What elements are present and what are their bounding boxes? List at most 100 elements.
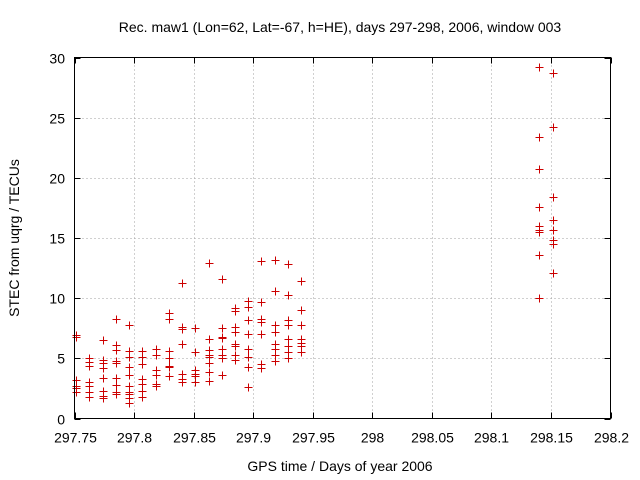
data-point — [165, 347, 174, 356]
data-point — [99, 374, 108, 383]
data-point — [125, 363, 134, 372]
data-point — [535, 203, 544, 212]
data-point — [138, 393, 147, 402]
data-point — [244, 303, 253, 312]
data-point — [244, 363, 253, 372]
data-point — [244, 316, 253, 325]
data-point — [271, 321, 280, 330]
data-point — [218, 354, 227, 363]
data-point — [191, 324, 200, 333]
y-tick-label: 20 — [49, 171, 65, 187]
data-point — [205, 335, 214, 344]
data-point — [284, 354, 293, 363]
axis-ticks — [74, 57, 612, 420]
data-point — [191, 348, 200, 357]
data-point — [297, 277, 306, 286]
data-point — [178, 340, 187, 349]
data-point — [244, 345, 253, 354]
data-point — [535, 133, 544, 142]
data-point — [284, 291, 293, 300]
data-point — [125, 371, 134, 380]
data-point — [165, 363, 174, 372]
data-point — [191, 378, 200, 387]
x-tick-label: 298.1 — [474, 430, 509, 446]
data-point — [218, 324, 227, 333]
data-point — [125, 321, 134, 330]
x-tick-labels: 297.75 297.8 297.85 297.9 297.95 298 298.05 298… — [54, 430, 629, 446]
data-point — [152, 371, 161, 380]
data-point — [152, 351, 161, 360]
data-point — [125, 353, 134, 362]
x-tick-label: 298.2 — [594, 430, 629, 446]
data-point — [205, 359, 214, 368]
y-tick-label: 10 — [49, 291, 65, 307]
data-point — [257, 318, 266, 327]
x-tick-label: 298 — [361, 430, 385, 446]
data-point — [535, 165, 544, 174]
data-point — [549, 193, 558, 202]
data-point — [231, 342, 240, 351]
data-point — [112, 374, 121, 383]
data-point — [85, 393, 94, 402]
data-point — [99, 394, 108, 403]
data-point — [271, 357, 280, 366]
data-point — [85, 362, 94, 371]
data-point — [549, 69, 558, 78]
data-point — [231, 307, 240, 316]
data-point — [218, 334, 227, 343]
data-point — [165, 315, 174, 324]
data-point — [165, 372, 174, 381]
data-points — [72, 63, 558, 408]
data-point — [257, 257, 266, 266]
data-point — [535, 251, 544, 260]
y-tick-label: 25 — [49, 111, 65, 127]
x-tick-label: 297.9 — [236, 430, 271, 446]
data-point — [178, 325, 187, 334]
data-point — [284, 321, 293, 330]
data-point — [138, 353, 147, 362]
data-point — [218, 275, 227, 284]
x-tick-label: 298.15 — [530, 430, 573, 446]
data-point — [138, 360, 147, 369]
y-tick-labels: 0 5 10 15 20 25 30 — [49, 51, 65, 428]
y-axis-label: STEC from uqrg / TECUs — [6, 159, 22, 317]
data-point — [99, 336, 108, 345]
data-point — [72, 388, 81, 397]
grid-lines — [74, 57, 611, 419]
data-point — [244, 353, 253, 362]
data-point — [535, 228, 544, 237]
data-point — [218, 371, 227, 380]
data-point — [284, 335, 293, 344]
data-point — [297, 306, 306, 315]
data-point — [99, 364, 108, 373]
data-point — [112, 346, 121, 355]
data-point — [284, 260, 293, 269]
data-point — [257, 298, 266, 307]
data-point — [549, 226, 558, 235]
x-tick-label: 297.8 — [117, 430, 152, 446]
data-point — [205, 368, 214, 377]
data-point — [257, 364, 266, 373]
y-tick-label: 30 — [49, 51, 65, 67]
data-point — [205, 377, 214, 386]
x-tick-label: 297.75 — [54, 430, 97, 446]
x-tick-label: 298.05 — [411, 430, 454, 446]
y-tick-label: 15 — [49, 231, 65, 247]
x-tick-label: 297.95 — [292, 430, 335, 446]
data-point — [231, 328, 240, 337]
data-point — [297, 321, 306, 330]
x-axis-label: GPS time / Days of year 2006 — [247, 458, 432, 474]
data-point — [549, 123, 558, 132]
data-point — [112, 315, 121, 324]
plot-frame — [74, 57, 611, 419]
data-point — [257, 330, 266, 339]
chart-title: Rec. maw1 (Lon=62, Lat=-67, h=HE), days … — [119, 19, 562, 35]
data-point — [271, 287, 280, 296]
data-point — [535, 294, 544, 303]
data-point — [297, 348, 306, 357]
data-point — [244, 383, 253, 392]
data-point — [178, 279, 187, 288]
data-point — [271, 256, 280, 265]
data-point — [549, 269, 558, 278]
